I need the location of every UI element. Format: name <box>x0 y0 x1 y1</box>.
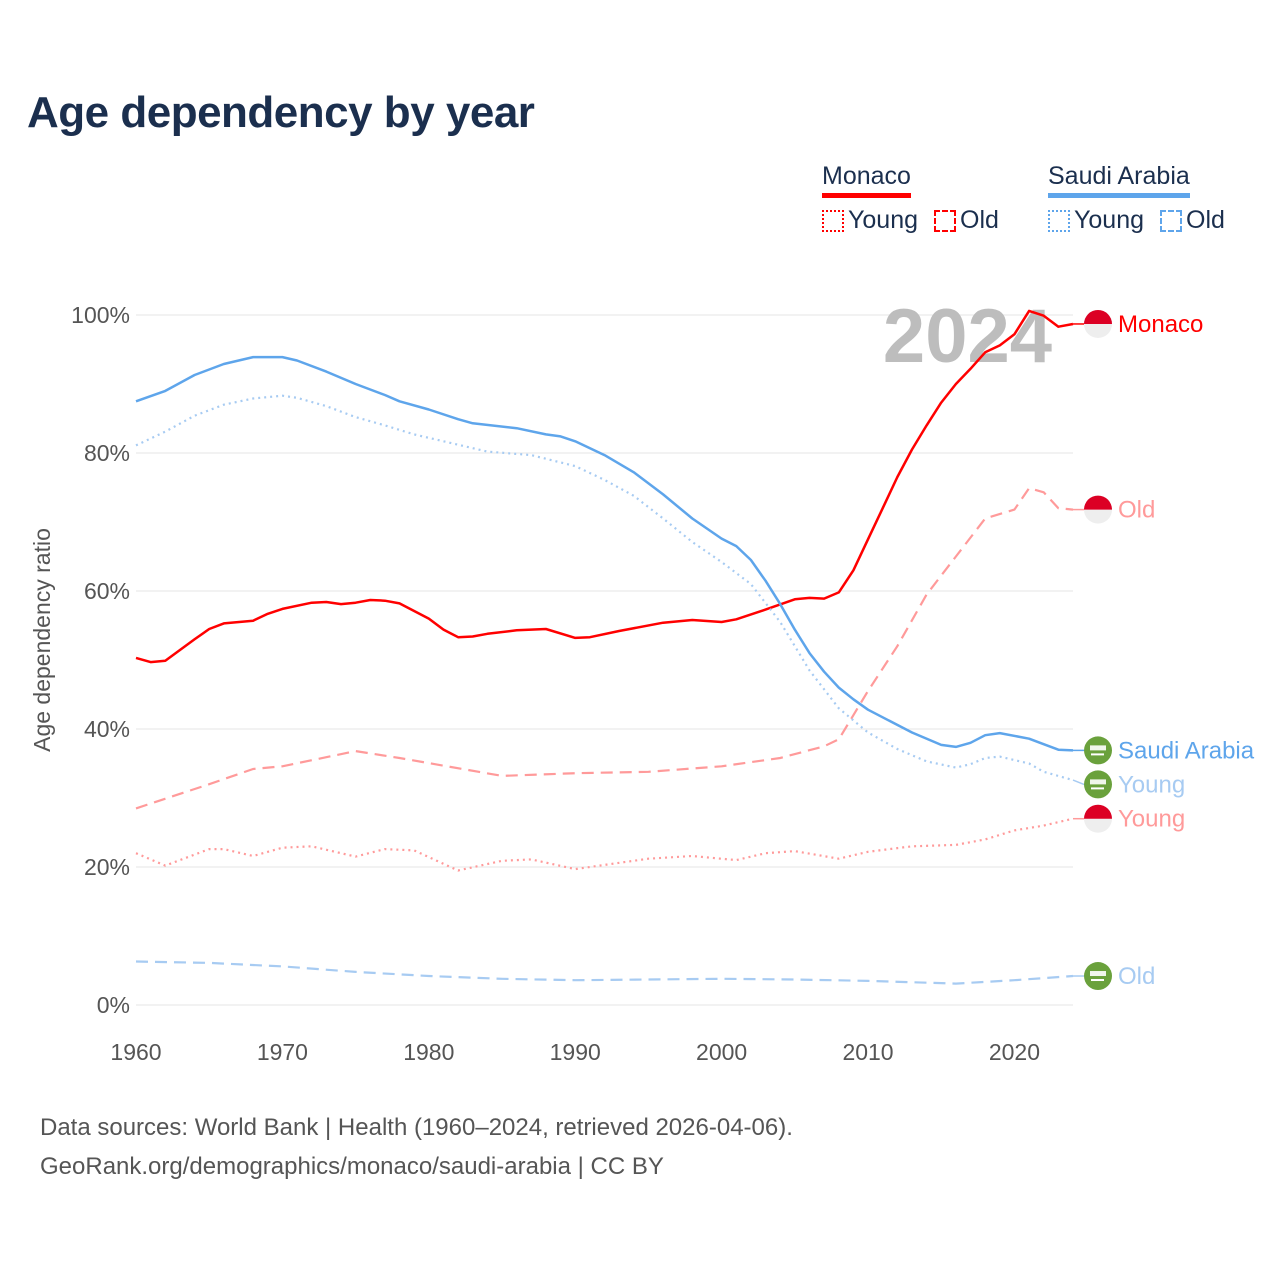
legend-item-saudi-old[interactable]: Old <box>1160 206 1225 235</box>
saudi-flag-icon <box>1084 770 1112 799</box>
y-tick-label: 100% <box>71 302 130 328</box>
series-line-monaco-old <box>135 487 1074 810</box>
legend-label: Old <box>1186 206 1225 234</box>
footer: Data sources: World Bank | Health (1960–… <box>40 1108 793 1186</box>
x-tick-label: 2020 <box>989 1039 1040 1065</box>
y-tick-label: 60% <box>84 578 130 604</box>
flag-script <box>1090 779 1106 785</box>
series-line-saudi-arabia-old <box>135 960 1074 985</box>
flag-top <box>1084 495 1112 510</box>
flag-script <box>1090 971 1106 977</box>
monaco-flag-icon <box>1084 495 1112 524</box>
end-label: Saudi Arabia <box>1118 737 1255 764</box>
legend-label: Young <box>848 206 918 234</box>
y-tick-label: 0% <box>97 992 130 1018</box>
legend-label: Young <box>1074 206 1144 234</box>
y-tick-label: 20% <box>84 854 130 880</box>
data-source-text: Data sources: World Bank | Health (1960–… <box>40 1114 793 1141</box>
end-label: Old <box>1118 963 1155 990</box>
x-tick-label: 1990 <box>550 1039 601 1065</box>
flag-sword <box>1091 753 1104 756</box>
end-label: Young <box>1118 806 1185 833</box>
x-tick-label: 1960 <box>110 1039 161 1065</box>
saudi-flag-icon <box>1084 736 1112 765</box>
y-tick-label: 80% <box>84 440 130 466</box>
series-line-monaco <box>135 309 1074 664</box>
dotted-key-icon <box>822 209 844 232</box>
flag-sword <box>1091 787 1104 790</box>
flag-sword <box>1091 979 1104 982</box>
legend-item-saudi-young[interactable]: Young <box>1048 206 1144 235</box>
legend-country-monaco: Monaco <box>822 162 911 198</box>
monaco-flag-icon <box>1084 804 1112 833</box>
chart-title: Age dependency by year <box>27 88 535 137</box>
x-tick-label: 1980 <box>403 1039 454 1065</box>
dotted-key-icon <box>1048 209 1070 232</box>
legend-group-saudi-arabia: Saudi Arabia Young Old <box>1048 162 1225 235</box>
x-tick-label: 1970 <box>257 1039 308 1065</box>
y-tick-label: 40% <box>84 716 130 742</box>
x-tick-label: 2000 <box>696 1039 747 1065</box>
series-line-monaco-young <box>135 817 1074 872</box>
saudi-flag-icon <box>1084 962 1112 991</box>
legend-group-monaco: Monaco Young Old <box>822 162 999 235</box>
y-axis-label: Age dependency ratio <box>29 528 55 752</box>
series-line-saudi-arabia <box>135 355 1074 752</box>
legend-item-monaco-young[interactable]: Young <box>822 206 918 235</box>
flag-top <box>1084 804 1112 819</box>
monaco-flag-icon <box>1084 309 1112 338</box>
flag-script <box>1090 745 1106 751</box>
series-line-saudi-arabia-young <box>135 394 1074 782</box>
dashed-key-icon <box>934 209 956 232</box>
end-label: Young <box>1118 771 1185 798</box>
end-label: Old <box>1118 497 1155 524</box>
label-connector <box>1072 779 1085 786</box>
dashed-key-icon <box>1160 209 1182 232</box>
year-watermark: 2024 <box>883 294 1052 379</box>
legend-label: Old <box>960 206 999 234</box>
flag-top <box>1084 309 1112 324</box>
legend-country-saudi-arabia: Saudi Arabia <box>1048 162 1190 198</box>
source-link[interactable]: GeoRank.org/demographics/monaco/saudi-ar… <box>40 1153 664 1180</box>
legend-item-monaco-old[interactable]: Old <box>934 206 999 235</box>
end-label: Monaco <box>1118 311 1203 338</box>
x-tick-label: 2010 <box>842 1039 893 1065</box>
